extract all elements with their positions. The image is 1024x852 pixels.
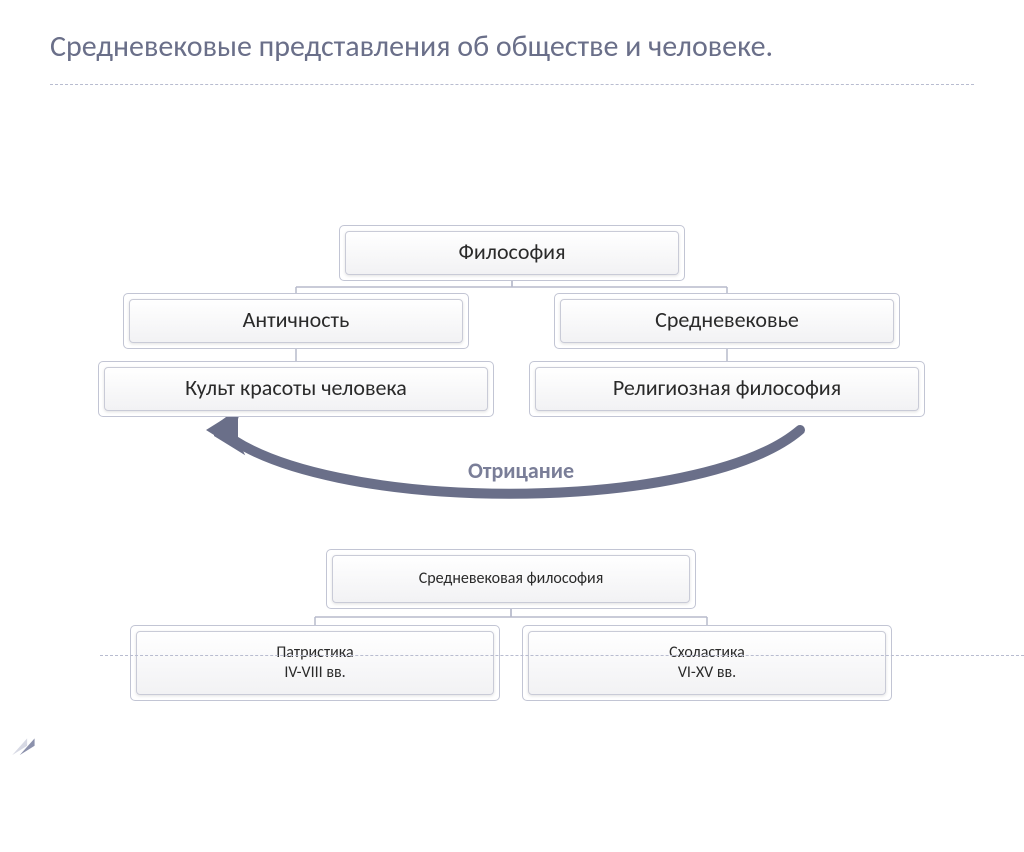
- node-scholastics-line: Схоластика: [669, 643, 745, 662]
- node-scholastics-line: VI-XV вв.: [678, 663, 736, 682]
- node-philosophy: Философия: [345, 231, 679, 275]
- corner-decoration: [10, 729, 48, 757]
- node-patristics: ПатристикаIV-VIII вв.: [136, 631, 494, 695]
- node-middle-ages: Средневековье: [560, 299, 894, 343]
- node-patristics-line: IV-VIII вв.: [284, 663, 345, 682]
- node-medieval-philosophy: Средневековая философия: [332, 555, 690, 603]
- node-antiquity: Античность: [129, 299, 463, 343]
- negation-label: Отрицание: [468, 457, 574, 484]
- divider-bottom: [100, 655, 1024, 656]
- node-beauty-cult: Культ красоты человека: [104, 367, 488, 411]
- node-religious-philosophy: Религиозная философия: [535, 367, 919, 411]
- node-patristics-line: Патристика: [276, 643, 353, 662]
- divider-top: [50, 84, 974, 85]
- page-title: Средневековые представления об обществе …: [0, 0, 1024, 84]
- node-scholastics: СхоластикаVI-XV вв.: [528, 631, 886, 695]
